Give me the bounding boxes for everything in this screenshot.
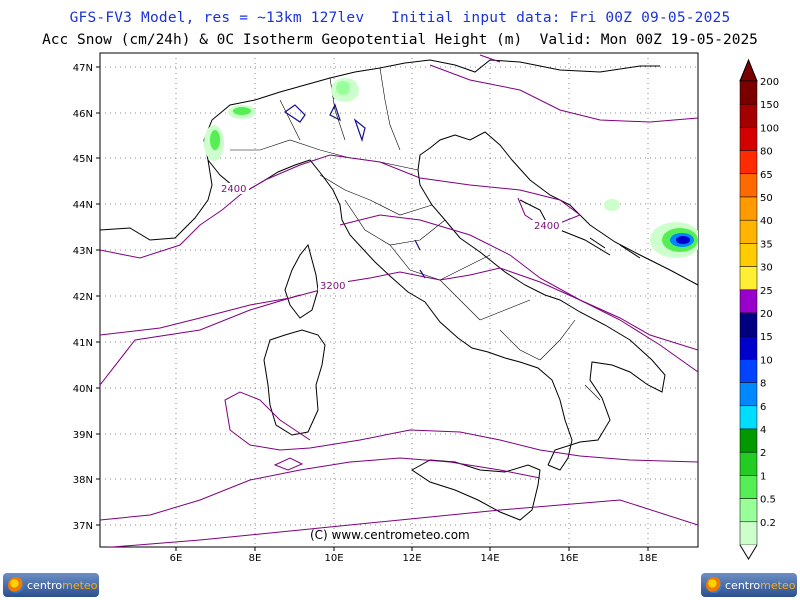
lat-label: 44N [73, 200, 93, 211]
colorbar: 200 150 100 80 65 50 40 35 30 25 20 15 10 8 6 4 2 1 0.5 0.2 [739, 58, 779, 560]
colorbar-swatch [739, 289, 758, 314]
colorbar-label: 100 [760, 123, 779, 134]
map-credit: (C) www.centrometeo.com [310, 528, 470, 542]
lakes [283, 103, 426, 279]
title-field-info: Acc Snow (cm/24h) & 0C Isotherm Geopoten… [42, 32, 758, 48]
colorbar-label: 8 [760, 379, 766, 390]
colorbar-label: 80 [760, 147, 773, 158]
colorbar-swatch [739, 196, 758, 221]
lon-label: 6E [170, 553, 183, 564]
logo-text: centrometeo [27, 578, 98, 592]
lat-label: 45N [73, 154, 93, 165]
colorbar-swatch [739, 80, 758, 105]
colorbar-swatch [739, 219, 758, 244]
colorbar-swatch [739, 150, 758, 175]
colorbar-label: 65 [760, 170, 773, 181]
colorbar-label: 15 [760, 332, 773, 343]
globe-icon [706, 577, 722, 593]
colorbar-bottom-arrow [739, 544, 758, 560]
colorbar-label: 0.5 [760, 495, 776, 506]
colorbar-label: 25 [760, 286, 773, 297]
lon-label: 10E [324, 553, 343, 564]
colorbar-label: 200 [760, 77, 779, 88]
colorbar-swatch [739, 405, 758, 430]
colorbar-swatch [739, 266, 758, 291]
colorbar-swatch [739, 103, 758, 128]
colorbar-swatch [739, 521, 758, 546]
colorbar-swatch [739, 312, 758, 337]
colorbar-label: 2 [760, 448, 766, 459]
longitude-labels: 6E 8E 10E 12E 14E 16E 18E [170, 553, 658, 564]
colorbar-swatch [739, 382, 758, 407]
title-model-info: GFS-FV3 Model, res = ~13km 127lev Initia… [69, 10, 731, 26]
colorbar-swatch [739, 127, 758, 151]
lat-label: 39N [73, 430, 93, 441]
lon-label: 14E [480, 553, 499, 564]
colorbar-label: 10 [760, 355, 773, 366]
globe-icon [8, 577, 24, 593]
lat-label: 43N [73, 246, 93, 257]
colorbar-swatch [739, 451, 758, 476]
isotherm-label: 3200 [320, 281, 345, 292]
map-frame [99, 52, 699, 548]
colorbar-swatch [739, 243, 758, 267]
colorbar-label: 40 [760, 216, 773, 227]
isotherm-label: 2400 [221, 184, 246, 195]
lat-label: 37N [73, 521, 93, 532]
colorbar-top-arrow [739, 58, 758, 82]
colorbar-label: 1 [760, 471, 766, 482]
lat-label: 41N [73, 338, 93, 349]
colorbar-label: 50 [760, 193, 773, 204]
colorbar-label: 35 [760, 239, 773, 250]
colorbar-label: 20 [760, 309, 773, 320]
colorbar-label: 0.2 [760, 518, 776, 529]
lon-label: 8E [249, 553, 262, 564]
colorbar-swatch [739, 359, 758, 383]
lat-label: 38N [73, 475, 93, 486]
axis-ticks [96, 66, 649, 551]
colorbar-swatch [739, 173, 758, 198]
latitude-labels: 47N 46N 45N 44N 43N 42N 41N 40N 39N 38N … [73, 63, 93, 532]
lat-label: 47N [73, 63, 93, 74]
colorbar-swatch [739, 475, 758, 499]
logo-text: centrometeo [725, 578, 796, 592]
snow-areas [204, 78, 698, 258]
lat-label: 46N [73, 109, 93, 120]
centrometeo-logo-left: centrometeo [3, 573, 99, 597]
colorbar-swatch [739, 498, 758, 523]
isotherm-label: 2400 [534, 221, 559, 232]
colorbar-swatch [739, 335, 758, 360]
lat-label: 40N [73, 384, 93, 395]
lon-label: 18E [638, 553, 657, 564]
centrometeo-logo-right: centrometeo [701, 573, 797, 597]
lon-label: 16E [559, 553, 578, 564]
colorbar-label: 150 [760, 100, 779, 111]
colorbar-label: 4 [760, 425, 766, 436]
isotherm-labels: 2400 2400 3200 [219, 183, 562, 292]
colorbar-swatch [739, 428, 758, 453]
colorbar-label: 30 [760, 263, 773, 274]
lon-label: 12E [402, 553, 421, 564]
lat-label: 42N [73, 292, 93, 303]
colorbar-label: 6 [760, 402, 766, 413]
